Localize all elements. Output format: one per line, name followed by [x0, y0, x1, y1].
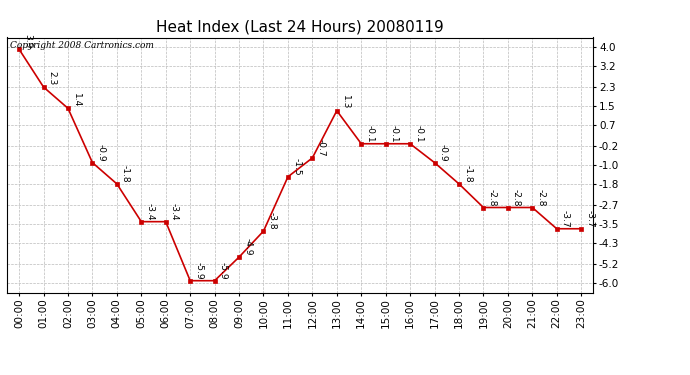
- Text: -3.7: -3.7: [585, 210, 594, 227]
- Text: -0.7: -0.7: [317, 139, 326, 156]
- Text: -3.7: -3.7: [561, 210, 570, 227]
- Text: -1.5: -1.5: [292, 158, 301, 176]
- Text: -0.1: -0.1: [414, 125, 423, 142]
- Text: -0.1: -0.1: [366, 125, 375, 142]
- Text: -5.9: -5.9: [219, 262, 228, 279]
- Text: 1.3: 1.3: [341, 95, 350, 109]
- Text: -4.9: -4.9: [243, 238, 253, 256]
- Text: -0.1: -0.1: [390, 125, 399, 142]
- Text: -0.9: -0.9: [439, 144, 448, 161]
- Text: -2.8: -2.8: [536, 189, 546, 206]
- Title: Heat Index (Last 24 Hours) 20080119: Heat Index (Last 24 Hours) 20080119: [156, 20, 444, 35]
- Text: -3.8: -3.8: [268, 212, 277, 230]
- Text: Copyright 2008 Cartronics.com: Copyright 2008 Cartronics.com: [10, 41, 154, 50]
- Text: -5.9: -5.9: [195, 262, 204, 279]
- Text: 2.3: 2.3: [48, 72, 57, 86]
- Text: -1.8: -1.8: [463, 165, 472, 183]
- Text: -2.8: -2.8: [488, 189, 497, 206]
- Text: -3.4: -3.4: [170, 203, 179, 220]
- Text: -1.8: -1.8: [121, 165, 130, 183]
- Text: 1.4: 1.4: [72, 93, 81, 107]
- Text: 3.9: 3.9: [23, 33, 32, 48]
- Text: -2.8: -2.8: [512, 189, 521, 206]
- Text: -3.4: -3.4: [146, 203, 155, 220]
- Text: -0.9: -0.9: [97, 144, 106, 161]
